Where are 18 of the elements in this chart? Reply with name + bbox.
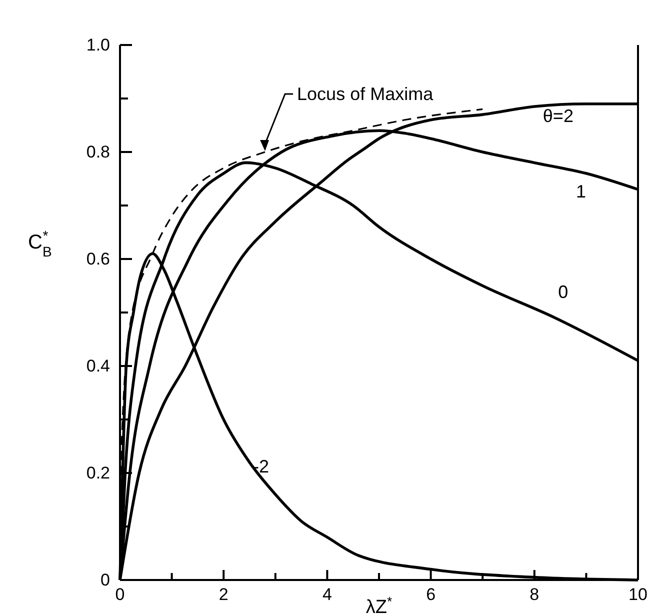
x-tick-label: 6	[426, 585, 436, 604]
y-tick-label: 0.2	[86, 463, 110, 482]
x-tick-label: 4	[322, 585, 332, 604]
annotation: Locus of Maxima	[297, 84, 434, 104]
y-tick-label: 0.6	[86, 249, 110, 268]
series-label: θ=2	[542, 106, 574, 126]
y-tick-label: 0.4	[86, 356, 110, 376]
x-tick-label: 2	[218, 585, 228, 604]
x-tick-label: 10	[628, 585, 648, 604]
y-tick-label: 0	[100, 570, 110, 590]
x-tick-label: 8	[530, 585, 540, 604]
series-label: -2	[253, 456, 270, 476]
series-label: 0	[558, 282, 568, 302]
x-axis-title: λZ$^{*}$	[366, 594, 392, 615]
series-label: 1	[576, 181, 586, 202]
y-tick-label: 1.0	[86, 35, 110, 54]
y-tick-label: 0.8	[86, 142, 110, 162]
x-tick-label: 0	[115, 585, 125, 604]
